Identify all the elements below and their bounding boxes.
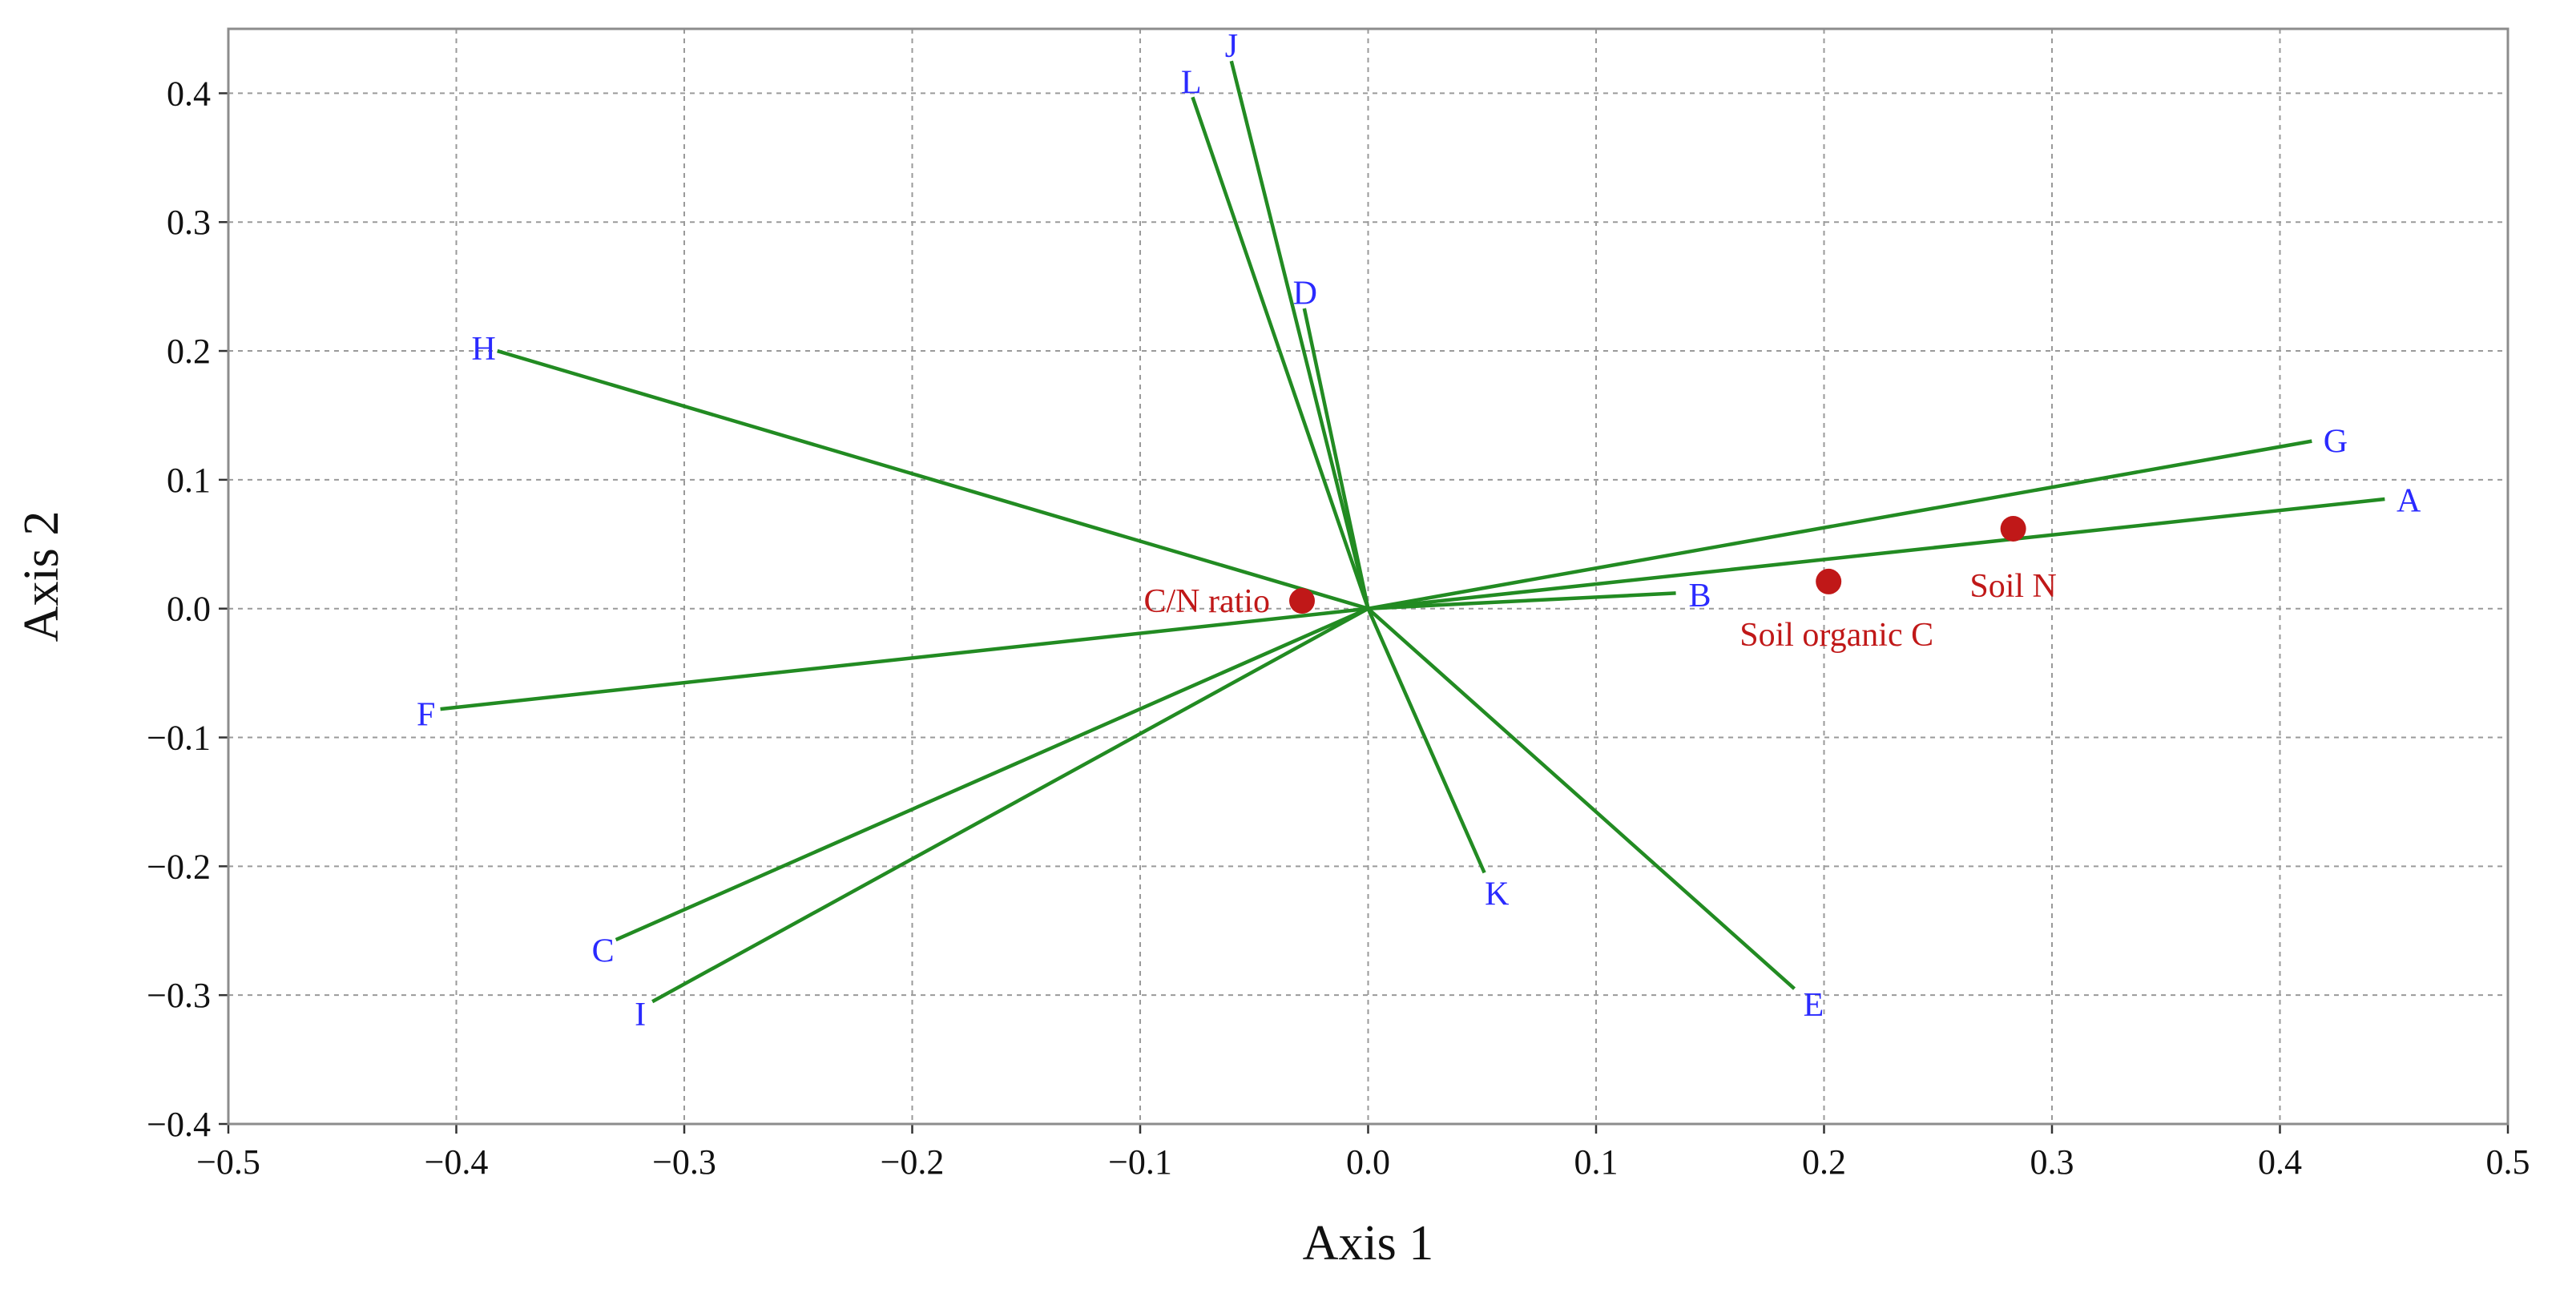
x-axis-title: Axis 1 xyxy=(1303,1216,1434,1271)
point-label-soil-n: Soil N xyxy=(1969,568,2057,605)
vector-line-d xyxy=(1302,308,1370,610)
vector-label-g: G xyxy=(2324,423,2348,460)
vector-label-c: C xyxy=(592,933,615,970)
x-tick-label: 0.0 xyxy=(1346,1142,1390,1182)
y-tick-label: 0.4 xyxy=(167,74,211,113)
vector-line-b xyxy=(1368,591,1676,610)
vector-line-g xyxy=(1368,439,2312,610)
y-tick-label: 0.3 xyxy=(167,203,211,242)
y-tick-label: −0.1 xyxy=(147,719,211,758)
vector-label-f: F xyxy=(417,697,435,734)
vector-label-j: J xyxy=(1225,28,1238,65)
vector-line-k xyxy=(1366,607,1486,874)
vector-line-e xyxy=(1367,607,1796,990)
point-label-soil-organic-c: Soil organic C xyxy=(1740,617,1933,654)
vector-label-i: I xyxy=(635,997,646,1033)
environment-points: C/N ratio Soil organic C Soil N xyxy=(1144,515,2057,654)
vector-line-l xyxy=(1191,96,1370,610)
x-tick-label: −0.5 xyxy=(196,1142,260,1182)
point-marker-c-n-ratio xyxy=(1288,588,1315,614)
vector-line-i xyxy=(651,606,1369,1004)
point-marker-soil-organic-c xyxy=(1816,568,1842,594)
plot-frame xyxy=(227,27,2509,1126)
point-marker-soil-n xyxy=(2000,515,2026,542)
vector-label-l: L xyxy=(1181,65,1202,102)
vector-label-b: B xyxy=(1689,578,1711,614)
x-tick-label: 0.1 xyxy=(1574,1142,1619,1182)
x-tick-label: −0.1 xyxy=(1108,1142,1172,1182)
vector-line-f xyxy=(440,606,1369,711)
vector-line-j xyxy=(1229,60,1370,610)
vector-label-d: D xyxy=(1293,276,1317,312)
vector-label-h: H xyxy=(472,331,496,368)
y-tick-label: −0.3 xyxy=(147,976,211,1015)
y-tick-label: 0.0 xyxy=(167,590,211,629)
x-tick-label: −0.2 xyxy=(881,1142,945,1182)
vector-label-a: A xyxy=(2397,482,2421,519)
axis-ticks: −0.5 −0.4 −0.3 −0.2 −0.1 0.0 0.1 0.2 0.3 0.4 0.50.… xyxy=(147,74,2530,1182)
x-tick-label: 0.2 xyxy=(1802,1142,1846,1182)
x-tick-label: −0.4 xyxy=(425,1142,489,1182)
y-tick-label: −0.4 xyxy=(147,1105,211,1144)
x-tick-label: −0.3 xyxy=(652,1142,716,1182)
y-tick-label: −0.2 xyxy=(147,847,211,886)
vectors: A B C D E F G H I J K L xyxy=(417,28,2421,1033)
x-tick-label: 0.4 xyxy=(2258,1142,2302,1182)
y-tick-label: 0.2 xyxy=(167,332,211,371)
vector-label-k: K xyxy=(1485,876,1509,912)
vector-line-h xyxy=(497,348,1369,610)
vector-line-a xyxy=(1368,497,2385,610)
y-axis-title: Axis 2 xyxy=(14,511,69,642)
vector-line-c xyxy=(615,606,1369,942)
point-label-c-n-ratio: C/N ratio xyxy=(1144,583,1270,620)
x-tick-label: 0.5 xyxy=(2486,1142,2530,1182)
x-tick-label: 0.3 xyxy=(2030,1142,2074,1182)
vector-label-e: E xyxy=(1804,987,1824,1024)
y-tick-label: 0.1 xyxy=(167,461,211,500)
